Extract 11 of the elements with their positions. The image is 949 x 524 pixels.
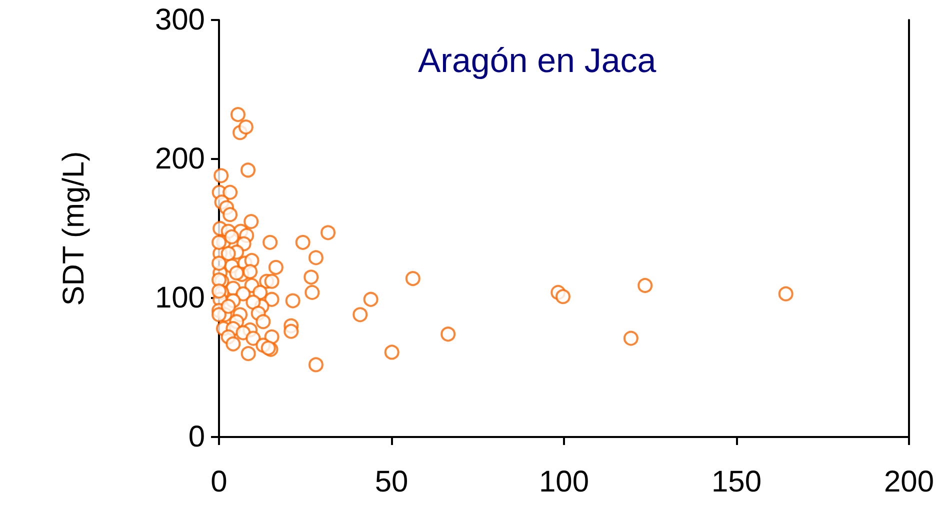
y-tick-label: 300: [154, 4, 205, 36]
y-tick-label: 100: [154, 282, 205, 314]
x-tick-label: 0: [210, 466, 228, 498]
y-tick-label: 0: [188, 420, 205, 454]
x-tick-label: 50: [374, 466, 408, 498]
x-tick-label: 200: [884, 466, 934, 498]
annotation: Aragón en Jaca: [418, 42, 656, 80]
x-tick-label: 150: [711, 466, 762, 498]
x-tick-label: 100: [538, 466, 590, 498]
y-axis-title: SDT (mg/L): [58, 151, 90, 306]
y-tick-label: 200: [154, 142, 205, 176]
